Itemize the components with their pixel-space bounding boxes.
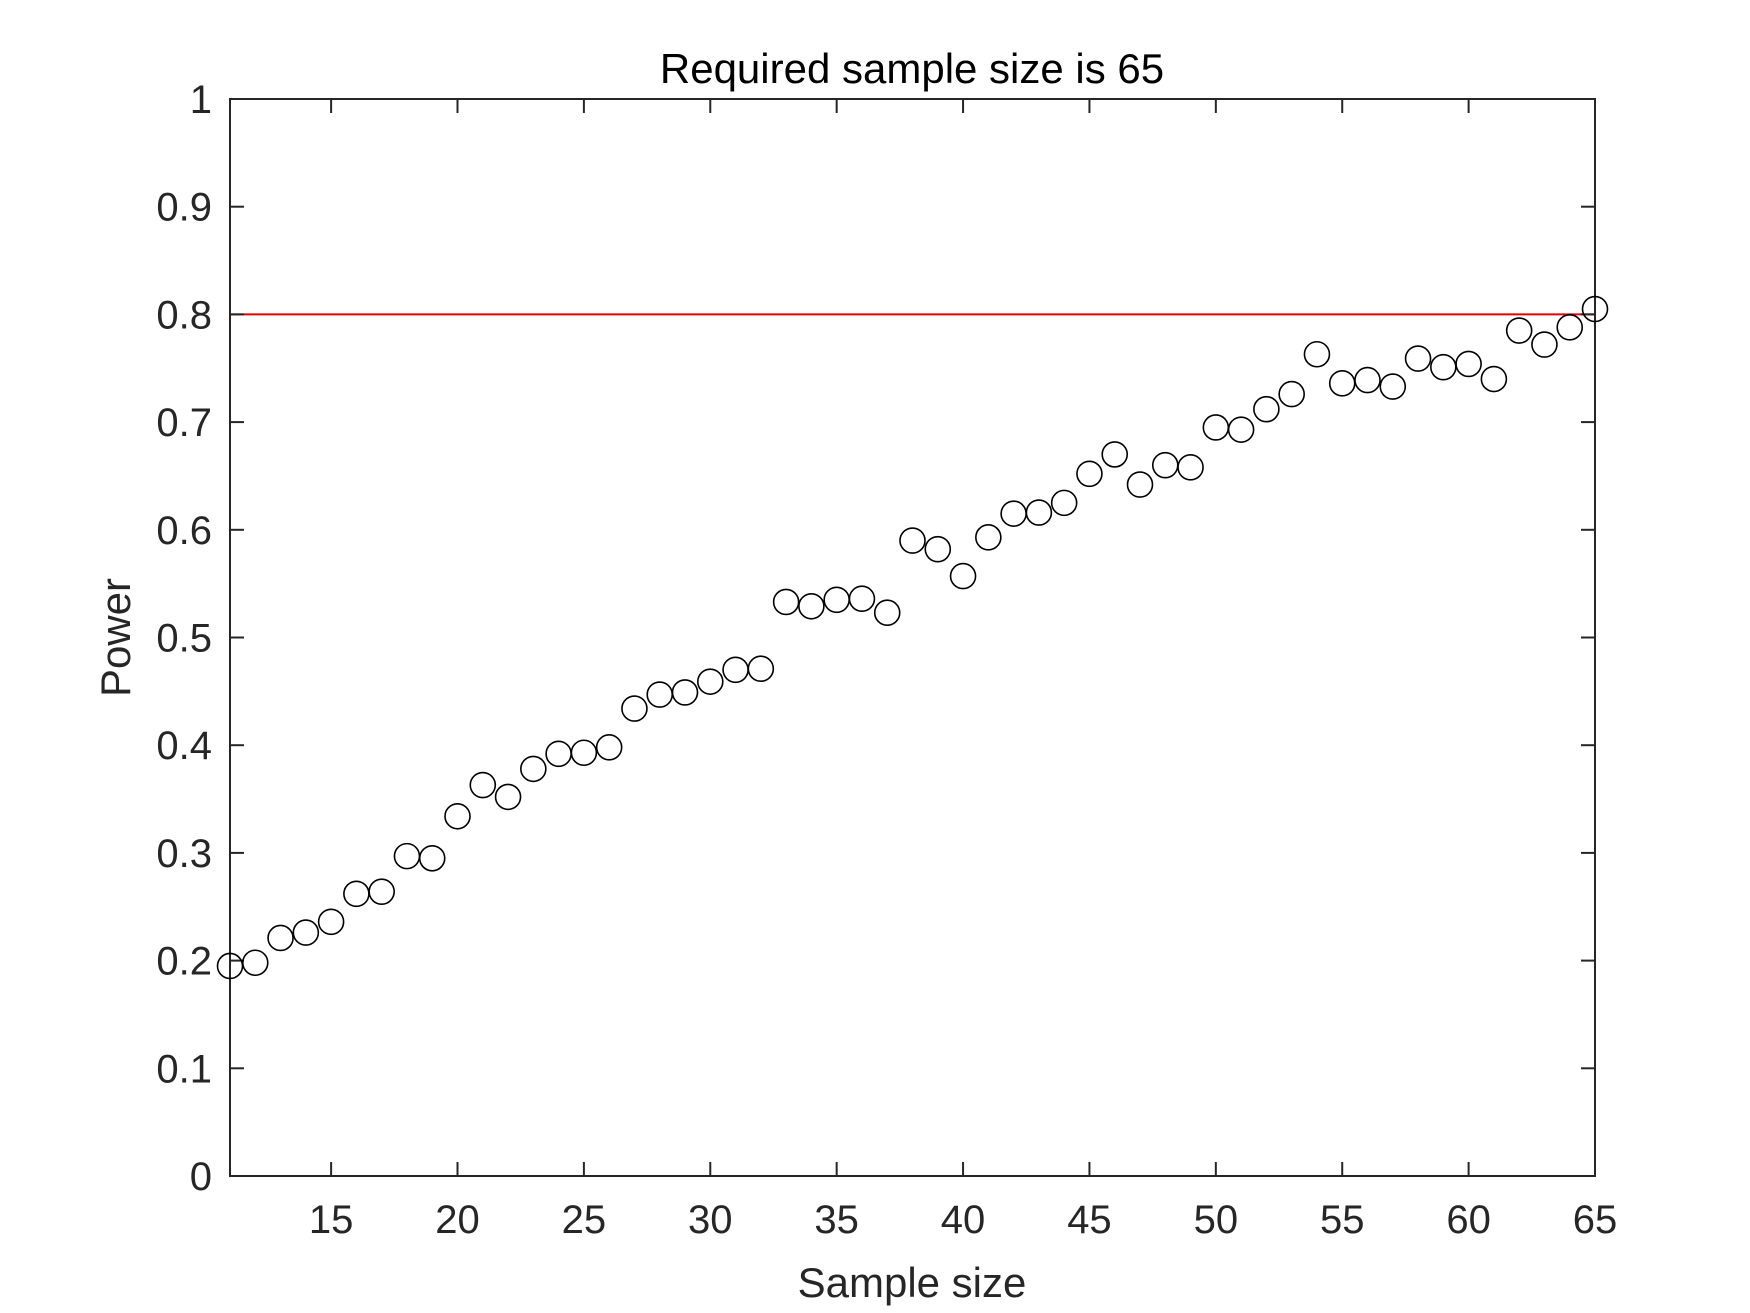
x-tick-label: 65	[1573, 1198, 1618, 1242]
data-point	[798, 592, 825, 620]
data-point	[1253, 395, 1280, 423]
data-point	[924, 535, 952, 563]
x-tick-label: 60	[1446, 1198, 1491, 1242]
x-tick-label: 35	[814, 1198, 859, 1242]
data-point	[1025, 499, 1053, 526]
x-axis-title: Sample size	[798, 1259, 1027, 1306]
data-point	[1076, 460, 1103, 488]
data-point	[848, 585, 876, 613]
data-point	[949, 562, 977, 590]
x-tick-label: 25	[562, 1198, 607, 1242]
y-tick-label: 1	[190, 78, 212, 122]
x-tick-label: 30	[688, 1198, 733, 1242]
x-tick-labels: 15 20 25 30 35 40 45 50 55 60 65	[309, 1198, 1617, 1242]
data-point	[469, 771, 497, 799]
data-point	[671, 679, 699, 706]
y-axis-title: Power	[92, 578, 139, 697]
y-tick-label: 0.9	[156, 186, 212, 230]
data-point	[772, 588, 800, 616]
y-tick-label: 0.1	[156, 1047, 212, 1091]
data-point	[444, 802, 471, 830]
y-tick-label: 0.7	[156, 401, 212, 445]
y-tick-label: 0.4	[156, 724, 212, 768]
data-point	[1556, 314, 1584, 341]
data-point	[1379, 373, 1407, 400]
y-tick-label: 0.8	[156, 293, 212, 337]
data-point	[873, 599, 901, 627]
y-tick-label: 0	[190, 1155, 212, 1199]
data-point	[241, 949, 269, 977]
data-point	[1303, 340, 1331, 368]
data-point	[368, 878, 395, 905]
data-point	[747, 655, 775, 683]
data-point	[1505, 317, 1533, 344]
data-point	[1101, 441, 1129, 468]
plot-area-border	[229, 98, 1596, 1177]
data-point	[418, 844, 446, 872]
data-point	[1531, 331, 1558, 358]
data-point	[696, 668, 724, 695]
data-point	[494, 783, 522, 811]
chart-title: Required sample size is 65	[660, 45, 1164, 92]
y-tick-labels: 0 0.1 0.2 0.3 0.4 0.5 0.6 0.7 0.8 0.9 1	[156, 78, 212, 1199]
data-point	[267, 924, 294, 952]
data-point	[899, 527, 926, 554]
data-point	[520, 755, 547, 783]
x-tick-label: 40	[941, 1198, 986, 1242]
y-tick-label: 0.5	[156, 617, 212, 661]
data-point	[1177, 454, 1204, 481]
data-point	[1050, 489, 1078, 517]
y-tick-label: 0.2	[156, 940, 212, 984]
data-point	[1455, 350, 1482, 378]
data-point	[621, 695, 648, 722]
data-point	[1581, 295, 1609, 323]
data-point	[1278, 380, 1305, 408]
data-point	[570, 739, 598, 767]
x-tick-label: 50	[1194, 1198, 1239, 1242]
y-tick-label: 0.6	[156, 509, 212, 553]
x-tick-label: 45	[1067, 1198, 1112, 1242]
x-tick-label: 15	[309, 1198, 354, 1242]
data-point	[975, 524, 1002, 551]
data-point	[1404, 345, 1432, 372]
x-tick-label: 55	[1320, 1198, 1365, 1242]
data-point	[1126, 471, 1154, 498]
x-tick-label: 20	[435, 1198, 480, 1242]
data-point	[1480, 365, 1508, 393]
y-tick-label: 0.3	[156, 832, 212, 876]
data-points	[216, 295, 1609, 980]
data-point	[1354, 366, 1381, 394]
data-point	[292, 919, 320, 946]
data-point	[595, 734, 623, 761]
data-point	[317, 908, 345, 936]
data-point	[1227, 416, 1255, 443]
